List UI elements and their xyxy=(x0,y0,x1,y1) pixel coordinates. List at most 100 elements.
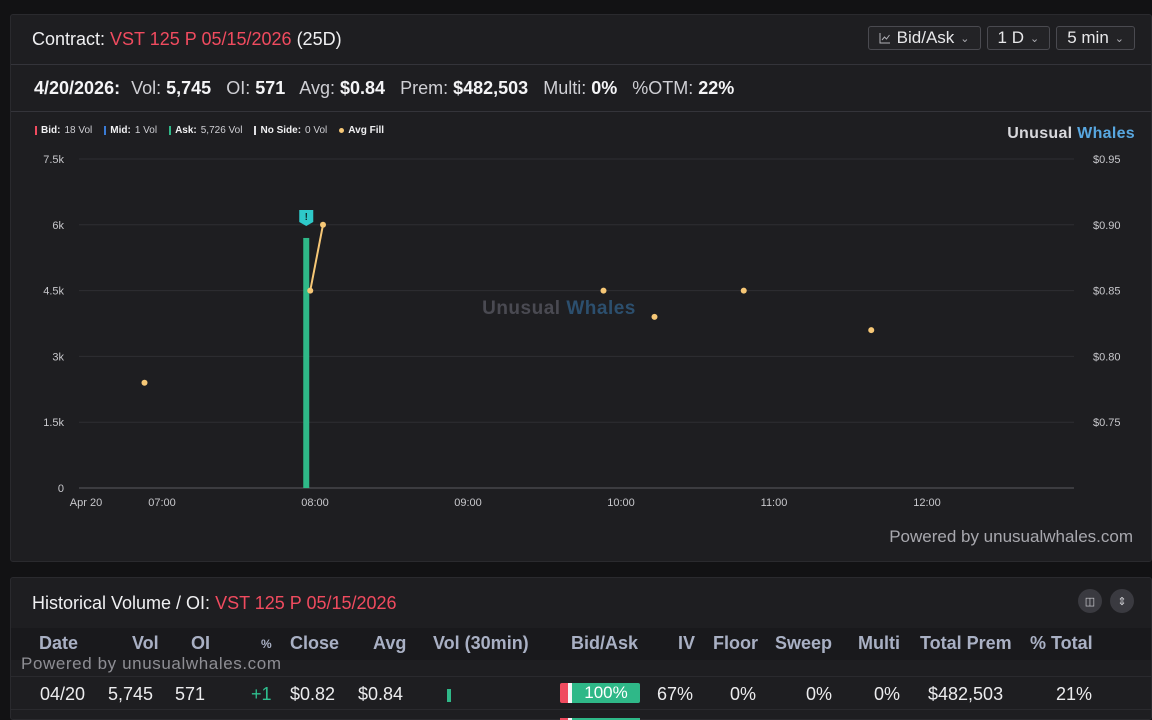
col-total-prem[interactable]: Total Prem xyxy=(920,633,1012,653)
interval-label: 5 min xyxy=(1067,28,1109,47)
legend-item[interactable]: No Side: 0 Vol xyxy=(254,125,327,136)
col-sweep[interactable]: Sweep xyxy=(775,633,833,653)
col-iv[interactable]: IV xyxy=(678,633,696,653)
contract-label: Contract: xyxy=(32,29,106,49)
alert-marker-icon xyxy=(299,209,314,226)
cell-close: $0.82 xyxy=(290,684,336,704)
cell-multi: 0% xyxy=(874,684,901,704)
legend-value: 18 Vol xyxy=(64,125,93,136)
x-tick: 08:00 xyxy=(301,497,329,509)
x-tick: Apr 20 xyxy=(70,497,102,509)
x-tick: 11:00 xyxy=(761,497,788,509)
col-avg[interactable]: Avg xyxy=(373,633,407,653)
vol-label: Vol: xyxy=(131,78,162,98)
expand-collapse-icon[interactable]: ⇕ xyxy=(1110,589,1134,613)
legend-swatch xyxy=(169,126,172,135)
oi-value: 571 xyxy=(255,78,286,98)
table-header: Date Vol OI % Close Avg Vol (30min) Bid/… xyxy=(11,628,1151,660)
x-tick: 09:00 xyxy=(454,497,482,509)
table-row[interactable]: 04/20 5,745 571 +1 $0.82 $0.84 100% 67% … xyxy=(11,676,1151,710)
bid-ask-value: 100% xyxy=(572,683,640,703)
multi-label: Multi: xyxy=(543,78,587,98)
x-tick: 10:00 xyxy=(607,497,635,509)
range-dropdown[interactable]: 1 D ⌄ xyxy=(986,26,1051,50)
stats-bar: 4/20/2026: Vol: 5,745 OI: 571 Avg: $0.84… xyxy=(11,65,1151,112)
col-vol-30min[interactable]: Vol (30min) xyxy=(433,633,529,653)
brand-watermark: Unusual Whales xyxy=(482,298,636,319)
brand-part2: Whales xyxy=(1077,125,1135,142)
otm-label: %OTM: xyxy=(632,78,694,98)
legend-swatch xyxy=(254,126,257,135)
col-close[interactable]: Close xyxy=(290,633,340,653)
avg-fill-point xyxy=(141,379,148,386)
cell-avg: $0.84 xyxy=(358,684,404,704)
legend-swatch xyxy=(35,126,37,135)
col-pct-total[interactable]: % Total xyxy=(1030,633,1093,653)
avg-fill-point xyxy=(600,287,607,294)
legend-value: 1 Vol xyxy=(134,125,158,136)
col-oi-change[interactable]: % xyxy=(261,637,272,651)
chart-type-label: Bid/Ask xyxy=(896,28,955,47)
legend-value: 0 Vol xyxy=(305,125,328,136)
avg-fill-point xyxy=(868,327,875,334)
legend-item[interactable]: Bid: 18 Vol xyxy=(35,125,92,136)
y-left-tick: 4.5k xyxy=(43,286,64,298)
ask-volume-bar xyxy=(303,237,310,488)
legend-name: Bid: xyxy=(41,125,61,136)
y-right-tick: $0.75 xyxy=(1093,417,1121,429)
line-chart-icon xyxy=(879,33,890,44)
cell-floor: 0% xyxy=(730,684,757,704)
multi-value: 0% xyxy=(591,78,618,98)
avg-fill-point xyxy=(651,313,658,320)
x-tick: 12:00 xyxy=(913,497,941,509)
stats-date: 4/20/2026: xyxy=(34,78,121,98)
avg-value: $0.84 xyxy=(340,78,386,98)
legend-swatch xyxy=(104,126,107,135)
historical-label: Historical Volume / OI: xyxy=(32,593,211,613)
col-date[interactable]: Date xyxy=(39,633,79,653)
prem-value: $482,503 xyxy=(453,78,529,98)
col-vol[interactable]: Vol xyxy=(132,633,159,653)
brand-watermark-part2: Whales xyxy=(566,298,636,319)
y-left-tick: 0 xyxy=(58,483,64,495)
cell-oi: 571 xyxy=(175,684,206,704)
x-tick: 07:00 xyxy=(148,497,176,509)
legend-name: Mid: xyxy=(110,125,131,136)
cell-date: 04/20 xyxy=(40,684,86,704)
stats-line: 4/20/2026: Vol: 5,745 OI: 571 Avg: $0.84… xyxy=(34,78,734,99)
cell-oi-change: +1 xyxy=(251,684,272,704)
avg-fill-point xyxy=(320,221,326,228)
y-right-tick: $0.95 xyxy=(1093,154,1121,166)
vol-value: 5,745 xyxy=(166,78,212,98)
interval-dropdown[interactable]: 5 min ⌄ xyxy=(1056,26,1135,50)
y-right-tick: $0.85 xyxy=(1093,286,1121,298)
legend-name: No Side: xyxy=(260,125,302,136)
chart-legend: Bid: 18 Vol Mid: 1 Vol Ask: 5,726 Vol No Side:… xyxy=(35,125,384,136)
historical-title: Historical Volume / OI: VST 125 P 05/15/… xyxy=(32,593,397,614)
col-bid-ask[interactable]: Bid/Ask xyxy=(571,633,639,653)
brand-logo: Unusual Whales xyxy=(1007,125,1135,143)
chart-header: Contract: VST 125 P 05/15/2026 (25D) Bid… xyxy=(11,15,1151,65)
legend-swatch xyxy=(339,128,345,133)
y-right-tick: $0.80 xyxy=(1093,351,1121,363)
avg-label: Avg: xyxy=(299,78,335,98)
contract-symbol[interactable]: VST 125 P 05/15/2026 xyxy=(110,29,292,49)
days-to-expiry: (25D) xyxy=(296,29,342,49)
columns-icon[interactable]: ◫ xyxy=(1078,589,1102,613)
historical-panel: Historical Volume / OI: VST 125 P 05/15/… xyxy=(10,577,1152,720)
volume-chart: 0 1.5k 3k 4.5k 6k 7.5k $0.75 $0.80 $0.85 $0.90 $0.… xyxy=(43,154,1121,509)
col-oi[interactable]: OI xyxy=(191,633,211,653)
legend-item[interactable]: Ask: 5,726 Vol xyxy=(169,125,242,136)
legend-item[interactable]: Mid: 1 Vol xyxy=(104,125,157,136)
oi-label: OI: xyxy=(226,78,251,98)
chart-type-dropdown[interactable]: Bid/Ask ⌄ xyxy=(867,26,981,50)
y-right-tick: $0.90 xyxy=(1093,220,1121,232)
col-floor[interactable]: Floor xyxy=(713,633,758,653)
col-multi[interactable]: Multi xyxy=(858,633,900,653)
options-chart-panel: Contract: VST 125 P 05/15/2026 (25D) Bid… xyxy=(10,14,1152,562)
legend-value: 5,726 Vol xyxy=(200,125,243,136)
brand-watermark-part1: Unusual xyxy=(482,298,566,319)
legend-name: Avg Fill xyxy=(348,125,385,136)
vol-30min-sparkline xyxy=(447,689,451,702)
legend-item[interactable]: Avg Fill xyxy=(339,125,384,136)
